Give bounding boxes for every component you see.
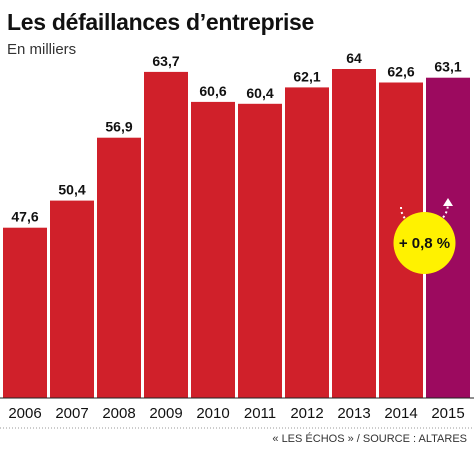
bar-2013 [332, 69, 376, 398]
value-labels-layer: 47,6 50,4 56,9 63,7 60,6 60,4 62,1 64 62,6 63,1 [11, 50, 461, 225]
change-badge-text: + 0,8 % [399, 235, 450, 252]
x-tick-labels-layer: 2006 2007 2008 2009 2010 2011 2012 2013 2014 2015 [8, 405, 464, 422]
value-label-2009: 63,7 [152, 53, 179, 69]
value-label-2008: 56,9 [105, 119, 132, 135]
bars-layer [3, 69, 470, 399]
value-label-2010: 60,6 [199, 83, 226, 99]
x-tick-2006: 2006 [8, 405, 41, 422]
bar-2009 [144, 71, 188, 399]
bar-2010 [191, 101, 235, 399]
chart-subtitle: En milliers [7, 41, 77, 58]
change-annotation: + 0,8 % [393, 198, 456, 274]
value-label-2007: 50,4 [58, 182, 85, 198]
x-tick-2010: 2010 [196, 405, 229, 422]
bar-2011 [238, 103, 282, 399]
x-tick-2014: 2014 [384, 405, 417, 422]
x-tick-2013: 2013 [337, 405, 370, 422]
x-tick-2011: 2011 [244, 405, 276, 422]
change-badge [393, 212, 456, 274]
value-label-2015: 63,1 [434, 59, 461, 75]
value-label-2006: 47,6 [11, 209, 38, 225]
bar-2012 [285, 87, 329, 399]
value-label-2012: 62,1 [293, 68, 320, 84]
x-tick-2015: 2015 [431, 405, 464, 422]
bar-2006 [3, 227, 47, 398]
bar-2007 [50, 200, 94, 398]
x-tick-2007: 2007 [55, 405, 88, 422]
bar-2008 [97, 137, 141, 398]
x-tick-2008: 2008 [102, 405, 135, 422]
x-tick-2012: 2012 [290, 405, 323, 422]
value-label-2013: 64 [346, 50, 362, 66]
change-arrow-curve [400, 202, 449, 227]
chart-title: Les défaillances d’entreprise [7, 9, 315, 35]
change-arrow-head [443, 198, 453, 206]
x-tick-2009: 2009 [149, 405, 182, 422]
chart-source: « LES ÉCHOS » / SOURCE : ALTARES [272, 433, 467, 445]
value-label-2011: 60,4 [246, 85, 273, 101]
value-label-2014: 62,6 [387, 64, 414, 80]
